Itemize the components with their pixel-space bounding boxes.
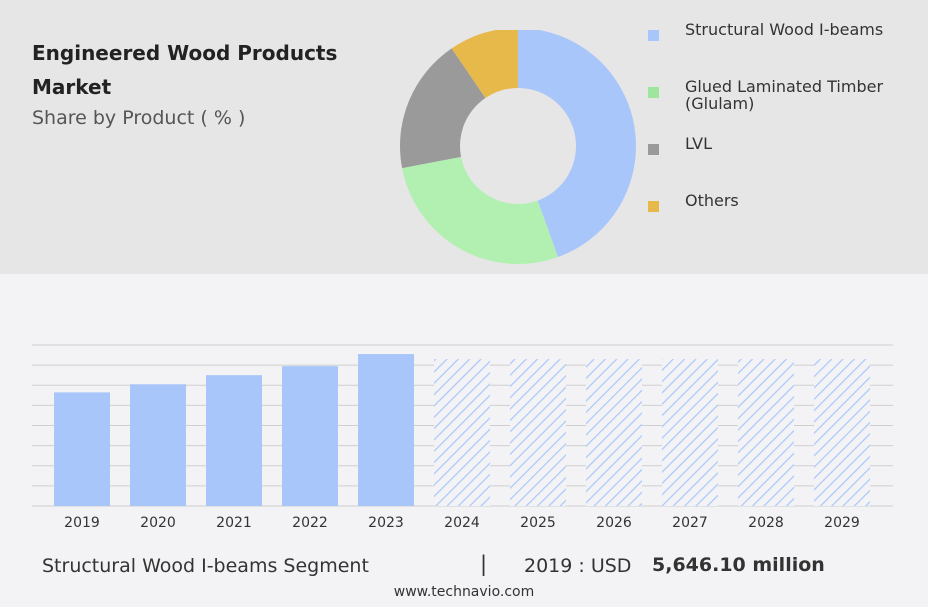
legend-swatch	[648, 30, 659, 41]
bar-2025	[510, 359, 566, 506]
x-tick-label-2029: 2029	[824, 515, 860, 531]
footer: Structural Wood I-beams Segment | 2019 :…	[0, 548, 928, 588]
donut-chart	[400, 30, 636, 264]
bar-2020	[130, 384, 186, 506]
page-title: Engineered Wood Products Market	[32, 41, 338, 99]
bar-2022	[282, 366, 338, 506]
source-url[interactable]: www.technavio.com	[389, 584, 539, 600]
legend-swatch	[648, 87, 659, 98]
x-tick-label-2027: 2027	[672, 515, 708, 531]
x-tick-label-2026: 2026	[596, 515, 632, 531]
bar-2019	[54, 392, 110, 506]
legend-label: LVL	[685, 134, 713, 153]
x-tick-label-2023: 2023	[368, 515, 404, 531]
chart-subtitle: Share by Product ( % )	[32, 107, 246, 129]
x-tick-label-2022: 2022	[292, 515, 328, 531]
bar-2023	[358, 354, 414, 506]
bar-2029	[814, 359, 870, 506]
donut-slice-lvl	[400, 48, 486, 169]
legend-label: Others	[685, 191, 739, 210]
bar-2021	[206, 375, 262, 506]
x-tick-label-2028: 2028	[748, 515, 784, 531]
donut-slice-others	[451, 30, 518, 99]
footer-divider: |	[480, 552, 488, 576]
x-tick-label-2025: 2025	[520, 515, 556, 531]
bar-2024	[434, 359, 490, 506]
base-year-value: 5,646.10 million	[652, 554, 825, 576]
base-year-label: 2019 : USD	[524, 555, 632, 577]
x-tick-label-2019: 2019	[64, 515, 100, 531]
bar-2026	[586, 359, 642, 506]
donut-slice-glued-laminated-timber-glulam	[402, 156, 558, 264]
legend-swatch	[648, 144, 659, 155]
donut-slice-structural-wood-i-beams	[518, 30, 636, 258]
legend-swatch	[648, 201, 659, 212]
legend-label: Glued Laminated Timber (Glulam)	[685, 77, 884, 113]
bar-2027	[662, 359, 718, 506]
x-tick-label-2024: 2024	[444, 515, 480, 531]
bar-2028	[738, 359, 794, 506]
legend-label: Structural Wood I-beams	[685, 20, 884, 39]
bar-chart: 2019 2020 2021 2022 2023 2024 2025 2026 2027 2028…	[32, 344, 893, 531]
source-credit: www.technavio.com	[0, 584, 928, 600]
x-tick-label-2021: 2021	[216, 515, 252, 531]
x-tick-label-2020: 2020	[140, 515, 176, 531]
segment-label: Structural Wood I-beams Segment	[42, 555, 369, 577]
